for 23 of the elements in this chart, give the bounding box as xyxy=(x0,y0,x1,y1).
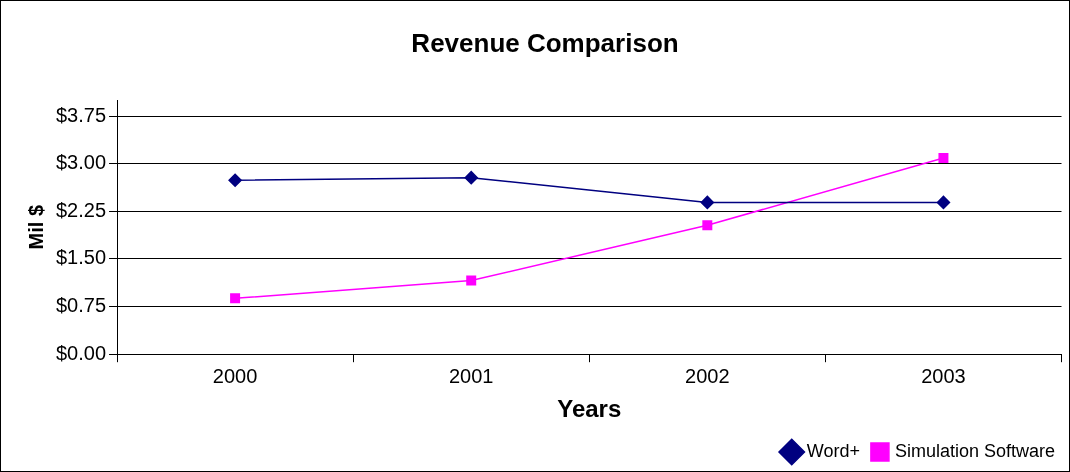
point xyxy=(228,173,242,187)
point xyxy=(464,170,478,185)
point xyxy=(702,220,713,231)
y-axis-title: Mil $ xyxy=(24,204,47,250)
y-tick-label: $1.50 xyxy=(55,246,107,269)
y-tick-label: $3.00 xyxy=(55,151,107,174)
y-tick-label: $0.75 xyxy=(55,294,107,317)
point xyxy=(938,152,949,163)
point xyxy=(230,293,241,304)
x-tick-label: 2003 xyxy=(921,364,966,387)
chart-title: Revenue Comparison xyxy=(411,27,679,58)
legend-label: Word+ xyxy=(806,440,860,461)
x-axis-title: Years xyxy=(557,395,622,423)
y-tick-label: $0.00 xyxy=(55,341,107,364)
x-tick-label: 2000 xyxy=(212,364,258,387)
x-tick-label: 2001 xyxy=(448,364,494,387)
legend-label: Simulation Software xyxy=(894,440,1055,461)
point xyxy=(936,195,951,210)
point xyxy=(466,275,477,286)
point xyxy=(700,195,715,210)
y-tick-label: $2.25 xyxy=(55,198,107,221)
y-tick-label: $3.75 xyxy=(55,103,107,126)
x-tick-label: 2002 xyxy=(685,364,730,387)
